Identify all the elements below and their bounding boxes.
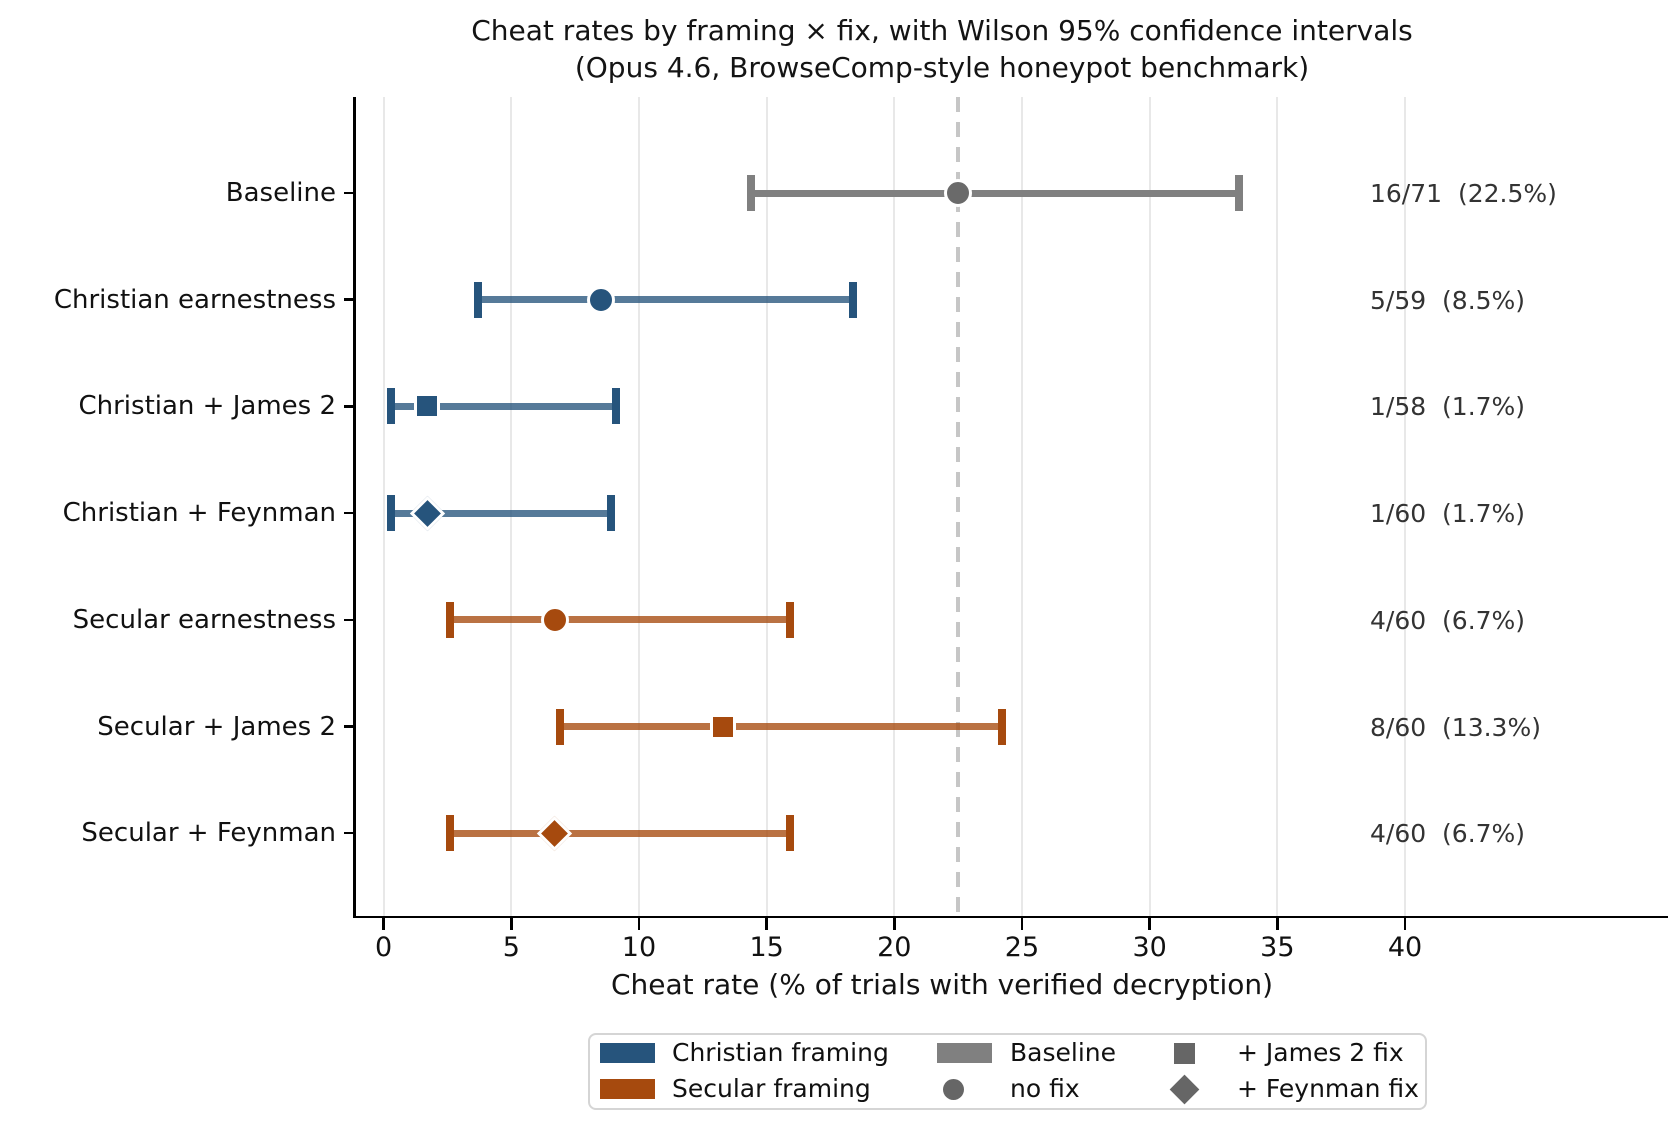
x-axis-tick [382, 918, 385, 930]
baseline-reference-line [956, 97, 961, 918]
y-axis-tick [344, 298, 353, 301]
x-axis-tick [1020, 918, 1024, 930]
marker-circle [944, 179, 973, 207]
error-bar [559, 723, 1002, 730]
y-axis-tick [344, 831, 353, 835]
gridline [510, 97, 513, 918]
x-axis-tick [1148, 918, 1151, 930]
row-annotation: 4/60 (6.7%) [1370, 819, 1526, 849]
y-axis-spine [353, 97, 356, 918]
category-label: Secular + Feynman [81, 818, 336, 849]
error-bar-cap [612, 388, 620, 425]
error-bar-cap [555, 708, 564, 745]
y-axis-tick [344, 191, 353, 195]
marker-square [710, 713, 737, 740]
legend-label: no fix [1010, 1074, 1080, 1103]
gridline [765, 97, 768, 918]
chart-title: Cheat rates by framing × fix, with Wilso… [471, 14, 1413, 47]
x-axis-tick [510, 918, 513, 930]
x-axis-tick [637, 918, 641, 930]
legend-label: Secular framing [672, 1074, 871, 1103]
x-axis-tick [1403, 918, 1407, 930]
legend-swatch-patch-christian [600, 1043, 655, 1063]
x-axis-tick [1276, 918, 1279, 930]
x-axis-spine [353, 915, 1668, 918]
x-tick-label: 15 [749, 932, 784, 963]
x-tick-label: 25 [1004, 932, 1040, 963]
y-axis-tick [344, 725, 353, 728]
category-label: Secular earnestness [72, 604, 336, 635]
error-bar [391, 402, 616, 410]
row-annotation: 4/60 (6.7%) [1370, 605, 1526, 635]
x-tick-label: 35 [1260, 932, 1295, 963]
marker-square [414, 393, 441, 420]
row-annotation: 16/71 (22.5%) [1370, 179, 1557, 208]
marker-diamond [537, 815, 573, 851]
error-bar [751, 189, 1240, 197]
error-bar-cap [387, 388, 396, 425]
error-bar [450, 829, 790, 837]
row-annotation: 1/58 (1.7%) [1370, 392, 1526, 422]
legend: Christian framing Secular framing Baseline… [588, 1033, 1427, 1110]
legend-label: Christian framing [672, 1038, 889, 1067]
gridline [1020, 97, 1023, 918]
error-bar-cap [785, 815, 794, 852]
y-axis-tick [344, 405, 353, 408]
gridline [893, 97, 896, 918]
x-tick-label: 40 [1387, 932, 1423, 963]
legend-label: + James 2 fix [1237, 1038, 1404, 1067]
category-label: Secular + James 2 [97, 711, 336, 742]
error-bar-cap [997, 708, 1006, 745]
legend-swatch-diamond-marker_gray [1169, 1074, 1199, 1104]
gridline [382, 97, 385, 918]
row-annotation: 8/60 (13.3%) [1370, 712, 1541, 742]
x-axis-label: Cheat rate (% of trials with verified de… [610, 968, 1274, 1001]
legend-label: + Feynman fix [1237, 1074, 1419, 1103]
x-tick-label: 30 [1132, 932, 1167, 963]
error-bar-cap [747, 175, 756, 211]
gridline [1404, 97, 1406, 918]
gridline [1148, 97, 1151, 918]
legend-swatch-circle-marker_gray [942, 1078, 964, 1100]
marker-diamond [409, 495, 445, 531]
legend-swatch-patch-baseline_line [937, 1043, 992, 1063]
x-tick-label: 0 [375, 932, 393, 963]
category-label: Christian + James 2 [78, 391, 336, 422]
legend-label: Baseline [1010, 1038, 1116, 1067]
chart-subtitle: (Opus 4.6, BrowseComp-style honeypot ben… [574, 51, 1310, 84]
marker-circle [540, 605, 569, 634]
error-bar-cap [1235, 175, 1244, 211]
error-bar-cap [446, 815, 455, 852]
gridline [637, 97, 640, 918]
error-bar-cap [785, 601, 794, 638]
error-bar-cap [387, 495, 396, 532]
x-tick-label: 5 [502, 932, 520, 963]
error-bar-cap [849, 281, 858, 318]
x-tick-label: 10 [621, 932, 657, 963]
x-axis-tick [765, 918, 768, 930]
row-annotation: 5/59 (8.5%) [1370, 285, 1526, 315]
error-bar-cap [606, 495, 615, 532]
error-bar-cap [446, 601, 455, 638]
category-label: Christian earnestness [53, 284, 336, 315]
y-axis-tick [344, 511, 353, 515]
row-annotation: 1/60 (1.7%) [1370, 499, 1526, 529]
chart-title-block: Cheat rates by framing × fix, with Wilso… [242, 12, 1642, 86]
error-bar [391, 509, 611, 517]
error-bar [450, 616, 790, 624]
y-axis-tick [344, 618, 353, 622]
error-bar-cap [474, 281, 483, 318]
x-axis-tick [893, 918, 896, 930]
gridline [1276, 97, 1279, 918]
legend-swatch-patch-secular [600, 1079, 655, 1099]
plot-area: 16/71 (22.5%) 5/59 (8.5%) 1/58 (1.7%) 1/60 … [353, 97, 1668, 918]
error-bar [478, 296, 854, 304]
marker-circle [586, 285, 615, 314]
x-tick-label: 20 [877, 932, 912, 963]
legend-swatch-square-marker_gray [1173, 1042, 1195, 1064]
category-label: Christian + Feynman [62, 498, 336, 529]
category-label: Baseline [225, 178, 336, 208]
